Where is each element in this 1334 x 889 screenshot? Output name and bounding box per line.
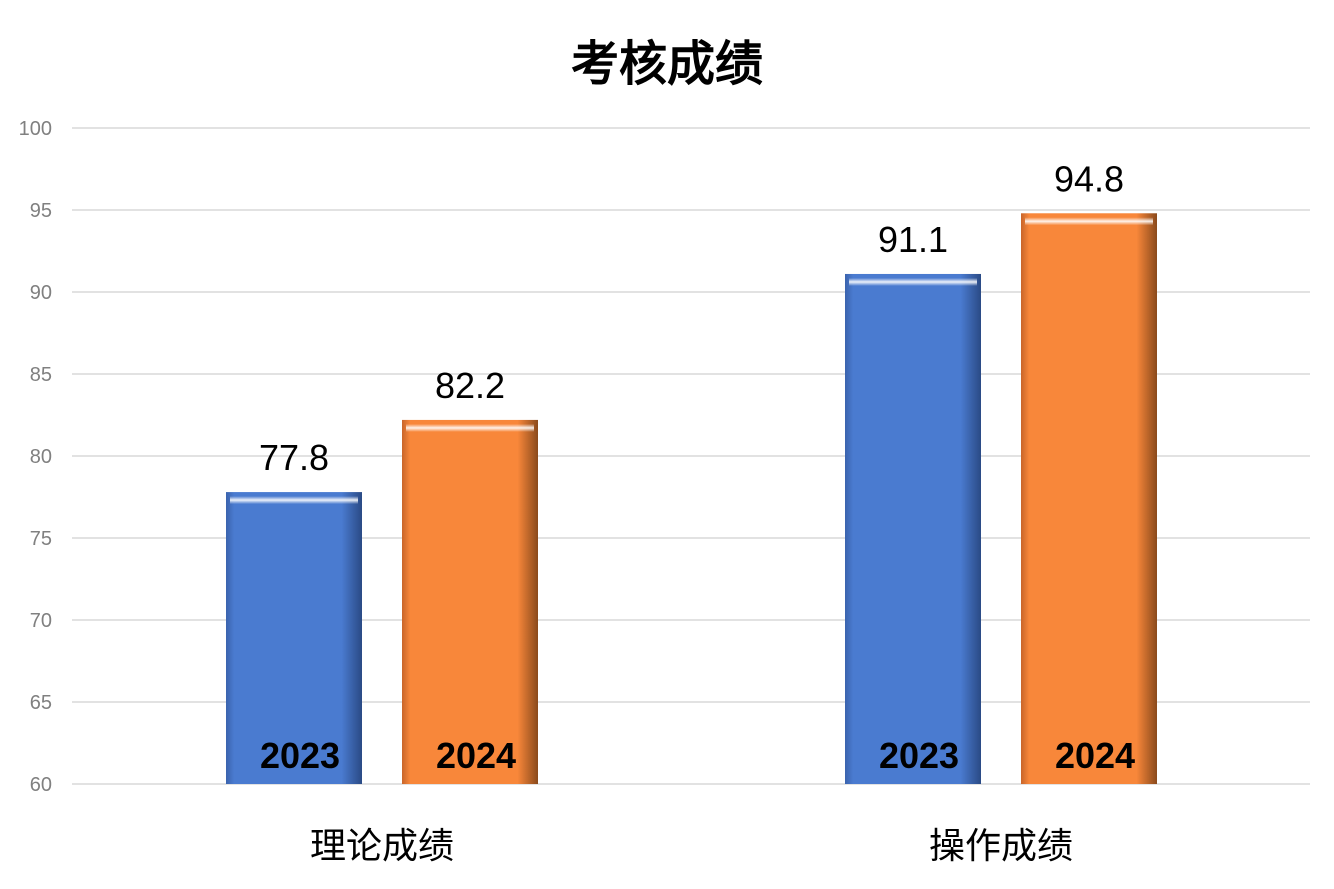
- value-label: 91.1: [878, 219, 948, 260]
- y-tick-label: 70: [30, 610, 52, 632]
- y-tick-label: 90: [30, 282, 52, 304]
- y-tick-label: 95: [30, 200, 52, 222]
- bar-2023-0: [226, 492, 362, 784]
- y-tick-label: 85: [30, 364, 52, 386]
- x-category-label: 理论成绩: [310, 826, 454, 867]
- bar-body: [845, 273, 981, 784]
- bars: [226, 213, 1157, 784]
- bar-2024-0: [402, 419, 538, 784]
- series-name-label: 2024: [436, 735, 516, 776]
- y-tick-label: 80: [30, 446, 52, 468]
- y-tick-label: 100: [19, 118, 52, 140]
- value-label: 94.8: [1054, 158, 1124, 199]
- bar-top-highlight: [1025, 217, 1153, 226]
- chart-title: 考核成绩: [571, 36, 763, 92]
- y-tick-label: 65: [30, 692, 52, 714]
- y-tick-label: 60: [30, 774, 52, 796]
- bar-top-highlight: [230, 496, 358, 505]
- x-category-label: 操作成绩: [929, 826, 1073, 867]
- bar-body: [402, 419, 538, 784]
- value-label: 82.2: [435, 365, 505, 406]
- series-name-label: 2023: [260, 735, 340, 776]
- bar-top-highlight: [406, 423, 534, 432]
- data-labels: 77.8 2023 82.2 2024 91.1 2023 94.8 2024: [259, 158, 1135, 776]
- y-axis-ticks: 60 65 70 75 80 85 90 95 100: [19, 118, 52, 796]
- y-tick-label: 75: [30, 528, 52, 550]
- bar-2023-1: [845, 273, 981, 784]
- value-label: 77.8: [259, 437, 329, 478]
- series-name-label: 2023: [879, 735, 959, 776]
- series-name-label: 2024: [1055, 735, 1135, 776]
- bar-body: [226, 492, 362, 784]
- bar-top-highlight: [849, 277, 977, 286]
- bar-body: [1021, 213, 1157, 784]
- bar-2024-1: [1021, 213, 1157, 784]
- x-axis-categories: 理论成绩 操作成绩: [310, 826, 1073, 867]
